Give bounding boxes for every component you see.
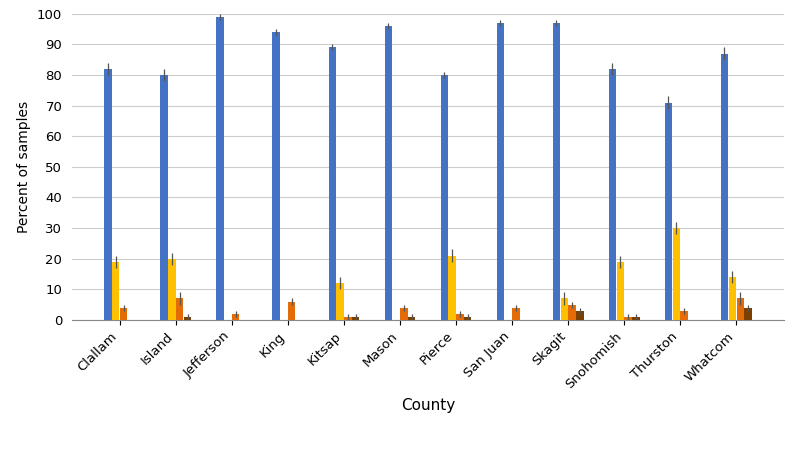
Bar (665, 102, 672, 320)
Bar (553, 23, 560, 320)
Bar (512, 308, 520, 320)
Bar (120, 308, 127, 320)
Bar (681, 311, 688, 320)
Bar (344, 317, 351, 320)
Bar (721, 53, 728, 320)
Bar (617, 262, 624, 320)
Bar (168, 259, 175, 320)
Bar (673, 228, 680, 320)
Bar (161, 75, 168, 320)
Bar (561, 298, 568, 320)
Bar (184, 317, 191, 320)
Bar (576, 311, 583, 320)
Bar (497, 23, 504, 320)
Y-axis label: Percent of samples: Percent of samples (18, 101, 31, 233)
Bar (464, 317, 471, 320)
Bar (329, 48, 336, 320)
Bar (456, 314, 463, 320)
X-axis label: County: County (401, 398, 455, 413)
Bar (112, 262, 119, 320)
Bar (632, 317, 639, 320)
Bar (408, 317, 415, 320)
Bar (288, 302, 295, 320)
Bar (336, 283, 344, 320)
Bar (568, 304, 576, 320)
Bar (352, 317, 359, 320)
Bar (729, 277, 736, 320)
Bar (449, 255, 456, 320)
Bar (737, 298, 744, 320)
Bar (273, 32, 280, 320)
Bar (176, 298, 183, 320)
Bar (217, 17, 224, 320)
Bar (385, 26, 392, 320)
Bar (232, 314, 239, 320)
Bar (441, 75, 448, 320)
Bar (400, 308, 407, 320)
Bar (104, 69, 112, 320)
Bar (625, 317, 632, 320)
Bar (609, 69, 616, 320)
Bar (744, 308, 752, 320)
